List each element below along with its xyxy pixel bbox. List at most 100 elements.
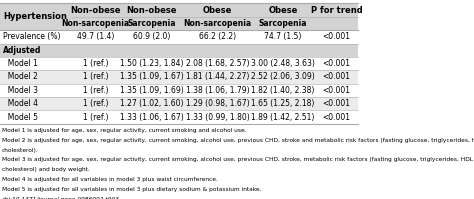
FancyBboxPatch shape — [250, 97, 316, 110]
FancyBboxPatch shape — [0, 70, 72, 84]
FancyBboxPatch shape — [119, 30, 185, 44]
FancyBboxPatch shape — [0, 44, 72, 57]
Text: 1 (ref.): 1 (ref.) — [82, 72, 108, 81]
Text: 1.29 (0.98, 1.67): 1.29 (0.98, 1.67) — [186, 99, 249, 108]
Text: Non-sarcopenia: Non-sarcopenia — [183, 19, 252, 28]
FancyBboxPatch shape — [185, 17, 250, 30]
FancyBboxPatch shape — [316, 97, 357, 110]
Text: 60.9 (2.0): 60.9 (2.0) — [133, 32, 171, 41]
Text: 3.00 (2.48, 3.63): 3.00 (2.48, 3.63) — [251, 59, 315, 68]
Text: Sarcopenia: Sarcopenia — [128, 19, 176, 28]
FancyBboxPatch shape — [119, 44, 185, 57]
FancyBboxPatch shape — [316, 84, 357, 97]
Text: Model 2 is adjusted for age, sex, regular activity, current smoking, alcohol use: Model 2 is adjusted for age, sex, regula… — [2, 138, 474, 143]
Text: 66.2 (2.2): 66.2 (2.2) — [199, 32, 236, 41]
FancyBboxPatch shape — [72, 30, 119, 44]
Text: Model 2: Model 2 — [3, 72, 38, 81]
Text: 49.7 (1.4): 49.7 (1.4) — [77, 32, 114, 41]
FancyBboxPatch shape — [119, 57, 185, 70]
FancyBboxPatch shape — [250, 70, 316, 84]
FancyBboxPatch shape — [316, 17, 357, 30]
Text: Sarcopenia: Sarcopenia — [259, 19, 307, 28]
FancyBboxPatch shape — [72, 57, 119, 70]
Text: Non-obese: Non-obese — [127, 6, 177, 15]
Text: 1.33 (1.06, 1.67): 1.33 (1.06, 1.67) — [120, 113, 184, 122]
FancyBboxPatch shape — [72, 17, 119, 30]
FancyBboxPatch shape — [72, 70, 119, 84]
FancyBboxPatch shape — [185, 84, 250, 97]
Text: 2.08 (1.68, 2.57): 2.08 (1.68, 2.57) — [186, 59, 249, 68]
FancyBboxPatch shape — [0, 57, 72, 70]
Text: 1.35 (1.09, 1.67): 1.35 (1.09, 1.67) — [120, 72, 184, 81]
FancyBboxPatch shape — [119, 110, 185, 124]
FancyBboxPatch shape — [0, 3, 72, 30]
FancyBboxPatch shape — [119, 97, 185, 110]
Text: Non-obese: Non-obese — [70, 6, 120, 15]
Text: Model 3: Model 3 — [3, 86, 38, 95]
FancyBboxPatch shape — [0, 30, 72, 44]
Text: P for trend: P for trend — [311, 6, 363, 15]
Text: 1.81 (1.44, 2.27): 1.81 (1.44, 2.27) — [186, 72, 249, 81]
Text: cholesterol).: cholesterol). — [2, 148, 38, 153]
FancyBboxPatch shape — [250, 3, 316, 17]
Text: <0.001: <0.001 — [323, 59, 351, 68]
Text: 1.65 (1.25, 2.18): 1.65 (1.25, 2.18) — [251, 99, 315, 108]
FancyBboxPatch shape — [0, 97, 72, 110]
FancyBboxPatch shape — [72, 3, 119, 17]
FancyBboxPatch shape — [72, 84, 119, 97]
Text: 1.35 (1.09, 1.69): 1.35 (1.09, 1.69) — [120, 86, 184, 95]
FancyBboxPatch shape — [0, 110, 72, 124]
Text: 1 (ref.): 1 (ref.) — [82, 86, 108, 95]
FancyBboxPatch shape — [119, 17, 185, 30]
Text: 1 (ref.): 1 (ref.) — [82, 99, 108, 108]
FancyBboxPatch shape — [185, 70, 250, 84]
FancyBboxPatch shape — [250, 30, 316, 44]
FancyBboxPatch shape — [119, 3, 185, 17]
Text: 1.33 (0.99, 1.80): 1.33 (0.99, 1.80) — [186, 113, 249, 122]
Text: Model 5 is adjusted for all variables in model 3 plus dietary sodium & potassium: Model 5 is adjusted for all variables in… — [2, 187, 261, 192]
FancyBboxPatch shape — [119, 84, 185, 97]
Text: Model 4 is adjusted for all variables in model 3 plus waist circumference.: Model 4 is adjusted for all variables in… — [2, 177, 218, 182]
Text: Non-sarcopenia: Non-sarcopenia — [61, 19, 129, 28]
Text: 1 (ref.): 1 (ref.) — [82, 113, 108, 122]
Text: <0.001: <0.001 — [323, 32, 351, 41]
FancyBboxPatch shape — [185, 44, 250, 57]
FancyBboxPatch shape — [250, 110, 316, 124]
FancyBboxPatch shape — [316, 57, 357, 70]
Text: 1.27 (1.02, 1.60): 1.27 (1.02, 1.60) — [120, 99, 184, 108]
Text: <0.001: <0.001 — [323, 113, 351, 122]
Text: Model 1 is adjusted for age, sex, regular activity, current smoking and alcohol : Model 1 is adjusted for age, sex, regula… — [2, 128, 246, 133]
FancyBboxPatch shape — [185, 97, 250, 110]
Text: 1.38 (1.06, 1.79): 1.38 (1.06, 1.79) — [186, 86, 249, 95]
FancyBboxPatch shape — [316, 30, 357, 44]
FancyBboxPatch shape — [0, 84, 72, 97]
Text: <0.001: <0.001 — [323, 72, 351, 81]
Text: Model 3 is adjusted for age, sex, regular activity, current smoking, alcohol use: Model 3 is adjusted for age, sex, regula… — [2, 157, 473, 163]
Text: Model 4: Model 4 — [3, 99, 38, 108]
FancyBboxPatch shape — [72, 44, 119, 57]
FancyBboxPatch shape — [185, 110, 250, 124]
Text: Prevalence (%): Prevalence (%) — [3, 32, 60, 41]
Text: Model 5: Model 5 — [3, 113, 38, 122]
FancyBboxPatch shape — [72, 97, 119, 110]
Text: Adjusted: Adjusted — [3, 46, 41, 55]
Text: 74.7 (1.5): 74.7 (1.5) — [264, 32, 302, 41]
FancyBboxPatch shape — [250, 57, 316, 70]
FancyBboxPatch shape — [119, 70, 185, 84]
Text: 1.50 (1.23, 1.84): 1.50 (1.23, 1.84) — [120, 59, 184, 68]
Text: 2.52 (2.06, 3.09): 2.52 (2.06, 3.09) — [251, 72, 315, 81]
FancyBboxPatch shape — [316, 3, 357, 17]
Text: 1 (ref.): 1 (ref.) — [82, 59, 108, 68]
Text: 1.89 (1.42, 2.51): 1.89 (1.42, 2.51) — [251, 113, 315, 122]
FancyBboxPatch shape — [250, 44, 316, 57]
Text: cholesterol) and body weight.: cholesterol) and body weight. — [2, 167, 90, 172]
Text: <0.001: <0.001 — [323, 99, 351, 108]
FancyBboxPatch shape — [185, 57, 250, 70]
FancyBboxPatch shape — [316, 70, 357, 84]
Text: Hypertension: Hypertension — [3, 12, 67, 21]
Text: Obese: Obese — [268, 6, 298, 15]
Text: <0.001: <0.001 — [323, 86, 351, 95]
Text: 1.82 (1.40, 2.38): 1.82 (1.40, 2.38) — [251, 86, 315, 95]
FancyBboxPatch shape — [316, 110, 357, 124]
FancyBboxPatch shape — [185, 30, 250, 44]
